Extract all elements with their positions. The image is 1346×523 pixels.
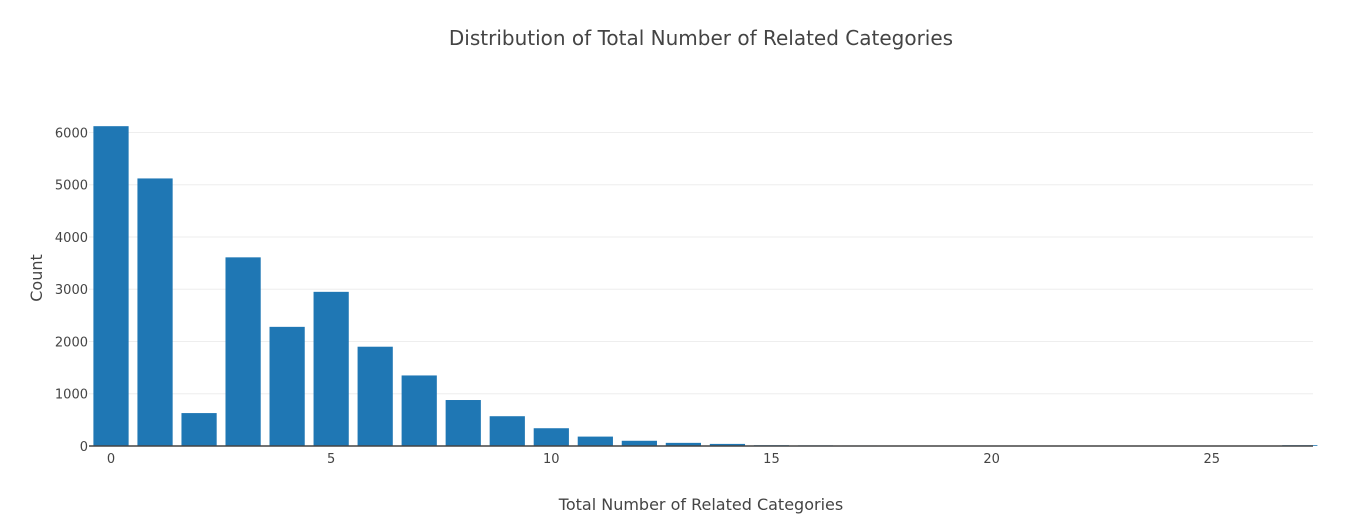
bar xyxy=(709,443,746,446)
bar xyxy=(621,440,657,446)
y-tick-label: 3000 xyxy=(55,283,88,298)
bars xyxy=(93,126,1318,446)
bar xyxy=(137,178,173,446)
x-tick-label: 20 xyxy=(983,452,1000,467)
bar xyxy=(181,413,217,446)
y-tick-label: 4000 xyxy=(55,231,88,246)
x-tick-label: 0 xyxy=(107,452,115,467)
y-tick-label: 0 xyxy=(80,440,88,455)
x-axis-label: Total Number of Related Categories xyxy=(558,495,843,514)
bar xyxy=(313,291,349,446)
x-tick-label: 25 xyxy=(1203,452,1220,467)
bar xyxy=(269,326,305,446)
y-tick-labels: 0 1000 2000 3000 4000 5000 6000 xyxy=(55,126,88,455)
bar xyxy=(225,257,261,446)
chart-title: Distribution of Total Number of Related … xyxy=(449,26,953,50)
y-tick-label: 5000 xyxy=(55,179,88,194)
bar xyxy=(577,436,613,446)
x-tick-label: 5 xyxy=(327,452,335,467)
y-tick-label: 2000 xyxy=(55,335,88,350)
bar xyxy=(489,416,525,446)
y-tick-label: 1000 xyxy=(55,388,88,403)
y-tick-label: 6000 xyxy=(55,126,88,141)
x-tick-label: 15 xyxy=(763,452,780,467)
x-tick-label: 10 xyxy=(543,452,560,467)
bar xyxy=(533,428,569,446)
bar xyxy=(401,375,437,446)
x-tick-labels: 0 5 10 15 20 25 xyxy=(107,452,1220,467)
bar xyxy=(665,442,701,446)
bar xyxy=(357,346,393,446)
bar xyxy=(445,400,481,446)
bar xyxy=(93,126,129,446)
y-axis-label: Count xyxy=(27,254,46,302)
